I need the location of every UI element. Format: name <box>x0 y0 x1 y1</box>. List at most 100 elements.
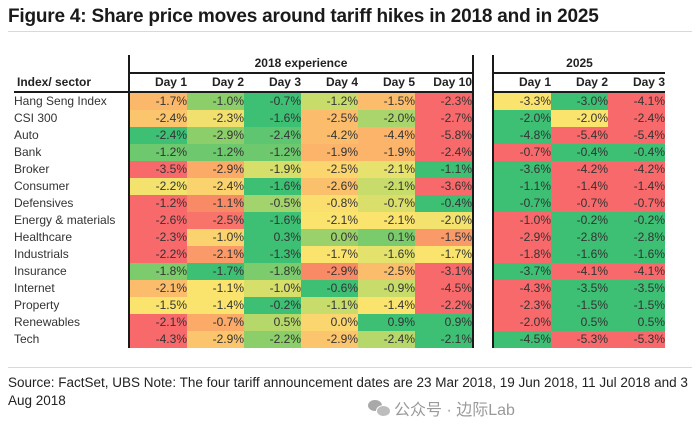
heatmap-cell: -2.3% <box>128 229 187 246</box>
source-footnote: Source: FactSet, UBS Note: The four tari… <box>8 375 688 408</box>
row-label: Healthcare <box>14 230 73 244</box>
row-label: Consumer <box>14 179 70 193</box>
heatmap-cell: -2.9% <box>187 127 244 144</box>
heatmap-cell: -3.6% <box>415 178 474 195</box>
heatmap-cell: -1.2% <box>187 144 244 161</box>
heatmap-cell: -2.1% <box>128 314 187 331</box>
heatmap-cell: -1.1% <box>187 195 244 212</box>
heatmap-cell: -1.2% <box>301 92 358 110</box>
heatmap-cell: -2.8% <box>608 229 665 246</box>
table-row: Internet -2.1% -1.1% -1.0% -0.6% -0.9% -4.5% -4… <box>14 280 665 297</box>
figure-title: Figure 4: Share price moves around tarif… <box>8 6 599 27</box>
heatmap-cell: -4.1% <box>551 263 608 280</box>
heatmap-cell: -0.5% <box>244 195 301 212</box>
column-gap <box>473 314 493 331</box>
heatmap-cell: -1.4% <box>608 178 665 195</box>
heatmap-cell: -1.0% <box>187 92 244 110</box>
heatmap-cell: -3.5% <box>551 280 608 297</box>
heatmap-cell: -3.1% <box>415 263 474 280</box>
table-row: Hang Seng Index -1.7% -1.0% -0.7% -1.2% -1.5%… <box>14 92 665 110</box>
heatmap-cell: -0.2% <box>244 297 301 314</box>
heatmap-cell: -1.2% <box>244 144 301 161</box>
heatmap-cell: -0.4% <box>608 144 665 161</box>
heatmap-cell: -1.5% <box>415 229 474 246</box>
heatmap-cell: -4.1% <box>608 92 665 110</box>
heatmap-cell: -1.5% <box>128 297 187 314</box>
heatmap-cell: -4.2% <box>551 161 608 178</box>
heatmap-cell: 0.9% <box>415 314 474 331</box>
heatmap-cell: -2.9% <box>492 229 551 246</box>
column-gap <box>473 161 493 178</box>
heatmap-cell: -1.1% <box>187 280 244 297</box>
heatmap-cell: -1.1% <box>301 297 358 314</box>
heatmap-cell: -2.6% <box>128 212 187 229</box>
row-label: Hang Seng Index <box>14 94 107 108</box>
heatmap-cell: -2.6% <box>301 178 358 195</box>
column-gap <box>473 195 493 212</box>
heatmap-cell: -0.7% <box>551 195 608 212</box>
column-gap <box>473 229 493 246</box>
heatmap-cell: -4.8% <box>492 127 551 144</box>
heatmap-cell: -2.0% <box>415 212 474 229</box>
column-gap <box>473 263 493 280</box>
table-row: Defensives -1.2% -1.1% -0.5% -0.8% -0.7% -0.4%… <box>14 195 665 212</box>
row-label: Bank <box>14 145 42 159</box>
table-row: CSI 300 -2.4% -2.3% -1.6% -2.5% -2.0% -2.7% -2.… <box>14 110 665 127</box>
row-label: CSI 300 <box>14 111 58 125</box>
heatmap-cell: -2.5% <box>358 263 415 280</box>
row-label: Industrials <box>14 247 69 261</box>
heatmap-cell: -5.3% <box>551 331 608 348</box>
heatmap-cell: -2.0% <box>358 110 415 127</box>
table-row: Industrials -2.2% -2.1% -1.3% -1.7% -1.6% -1.7… <box>14 246 665 263</box>
row-label: Tech <box>14 332 40 346</box>
heatmap-cell: -1.2% <box>128 195 187 212</box>
column-gap <box>473 280 493 297</box>
row-label: Renewables <box>14 315 81 329</box>
group-header-spacer <box>14 55 129 73</box>
heatmap-cell: -2.1% <box>301 212 358 229</box>
heatmap-cell: -2.5% <box>301 110 358 127</box>
heatmap-cell: -2.7% <box>415 110 474 127</box>
column-header-2018-day5: Day 5 <box>358 73 415 93</box>
heatmap-cell: -1.4% <box>358 297 415 314</box>
table-row: Broker -3.5% -2.9% -1.9% -2.5% -2.1% -1.1% -3.6… <box>14 161 665 178</box>
watermark: 公众号 · 边际Lab <box>368 396 515 420</box>
heatmap-cell: -0.8% <box>301 195 358 212</box>
heatmap-cell: -0.7% <box>608 195 665 212</box>
column-header-2018-day2: Day 2 <box>187 73 244 93</box>
heatmap-cell: -5.4% <box>608 127 665 144</box>
heatmap-cell: -1.8% <box>244 263 301 280</box>
footnote-divider <box>8 367 692 368</box>
heatmap-cell: -0.7% <box>492 144 551 161</box>
row-label: Defensives <box>14 196 74 210</box>
heatmap-cell: -4.3% <box>128 331 187 348</box>
table-row: Bank -1.2% -1.2% -1.2% -1.9% -1.9% -2.4% -0.7% -… <box>14 144 665 161</box>
heatmap-cell: -0.4% <box>551 144 608 161</box>
table-row: Property -1.5% -1.4% -0.2% -1.1% -1.4% -2.2% -2… <box>14 297 665 314</box>
heatmap-cell: -1.8% <box>128 263 187 280</box>
heatmap-cell: -1.6% <box>608 246 665 263</box>
column-gap <box>473 110 493 127</box>
heatmap-cell: -2.1% <box>128 280 187 297</box>
row-header-label: Index/ sector <box>14 73 129 93</box>
heatmap-cell: -1.9% <box>244 161 301 178</box>
heatmap-cell: -2.5% <box>187 212 244 229</box>
column-gap <box>473 127 493 144</box>
heatmap-cell: 0.0% <box>301 229 358 246</box>
column-gap <box>473 73 493 92</box>
heatmap-cell: -2.4% <box>415 144 474 161</box>
column-gap <box>473 92 493 110</box>
wechat-icon <box>368 400 391 417</box>
heatmap-cell: -2.4% <box>128 110 187 127</box>
heatmap-cell: -1.6% <box>244 178 301 195</box>
group-header-2025: 2025 <box>492 55 665 74</box>
heatmap-cell: -2.1% <box>187 246 244 263</box>
column-header-2025-day2: Day 2 <box>551 73 608 93</box>
heatmap-cell: -4.5% <box>492 331 551 348</box>
group-header-row: 2018 experience 2025 <box>14 55 665 74</box>
heatmap-cell: -4.4% <box>358 127 415 144</box>
heatmap-cell: -3.6% <box>492 161 551 178</box>
heatmap-cell: -0.6% <box>301 280 358 297</box>
heatmap-cell: -1.7% <box>187 263 244 280</box>
heatmap-cell: -4.2% <box>608 161 665 178</box>
